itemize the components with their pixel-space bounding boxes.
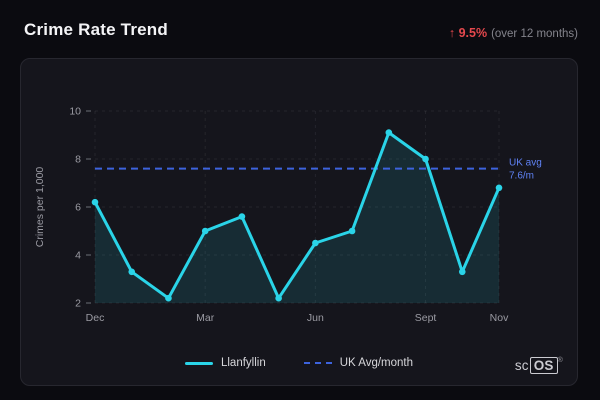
logo-box: OS (529, 357, 558, 374)
svg-text:2: 2 (75, 298, 81, 310)
svg-text:6: 6 (75, 202, 81, 214)
logo-prefix: sc (514, 358, 529, 373)
llanfyllin-line-swatch (184, 361, 213, 365)
trend-period: (over 12 months) (491, 28, 578, 40)
legend-label-uk-avg: UK Avg/month (339, 357, 414, 369)
legend-item-llanfyllin[interactable]: Llanfyllin (184, 357, 266, 369)
svg-text:UK avg: UK avg (509, 158, 542, 169)
svg-text:Sept: Sept (415, 312, 437, 324)
crime-trend-chart: 2 4 6 8 10 Dec Mar Jun Sept Nov UK avg 7.6/m Crimes … (34, 106, 542, 325)
svg-text:Jun: Jun (307, 312, 324, 324)
chart-card: 2 4 6 8 10 Dec Mar Jun Sept Nov UK avg 7.6/m Crimes … (20, 58, 578, 386)
trend-indicator: ↑ 9.5% (over 12 months) (449, 26, 578, 40)
legend-item-uk-avg[interactable]: UK Avg/month (303, 357, 414, 369)
legend-label-llanfyllin: Llanfyllin (220, 357, 266, 369)
svg-text:8: 8 (75, 154, 81, 166)
page-title: Crime Rate Trend (24, 20, 168, 39)
chart-legend: Llanfyllin UK Avg/month (21, 357, 577, 369)
logo-registered-mark: ® (557, 357, 563, 364)
svg-text:10: 10 (69, 106, 81, 118)
svg-text:Nov: Nov (490, 312, 509, 324)
svg-text:7.6/m: 7.6/m (509, 171, 534, 182)
scos-logo: sc OS ® (515, 357, 563, 374)
svg-text:Mar: Mar (196, 312, 215, 324)
uk-avg-line-swatch (303, 362, 332, 364)
trend-percentage: ↑ 9.5% (448, 26, 488, 40)
svg-text:Dec: Dec (86, 312, 105, 324)
svg-text:4: 4 (75, 250, 81, 262)
svg-text:Crimes per 1,000: Crimes per 1,000 (34, 167, 46, 248)
